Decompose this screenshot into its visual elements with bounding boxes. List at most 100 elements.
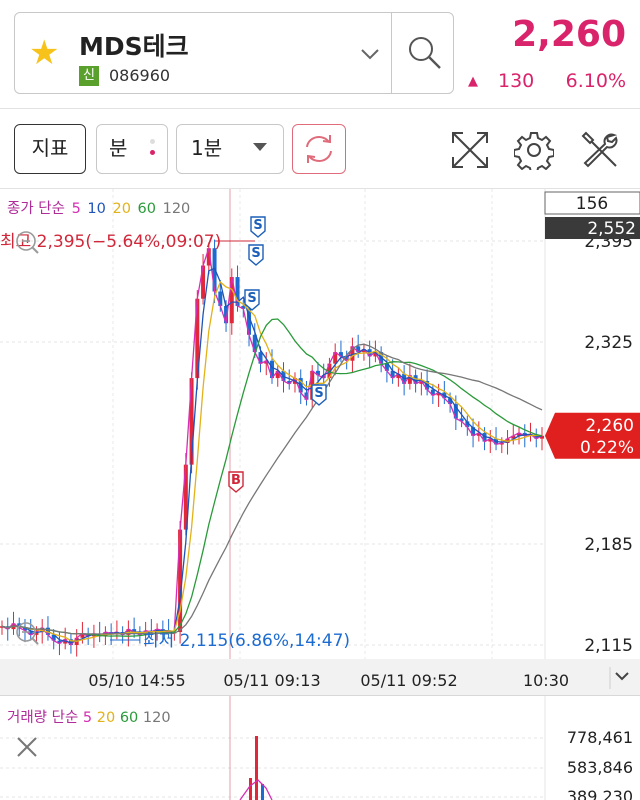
candle: [218, 291, 223, 306]
sell-marker: S: [250, 216, 266, 238]
candle: [275, 370, 280, 379]
ma-line-60: [1, 318, 543, 637]
candle: [361, 349, 366, 353]
volume-y-axis-label: 778,461: [567, 728, 633, 747]
current-price-tag: [545, 412, 640, 459]
candle: [517, 432, 522, 436]
price-chart[interactable]: SSSSB2,3952,3252,1852,1151562,5522,2600.…: [0, 189, 640, 695]
candle: [160, 629, 165, 631]
candle: [247, 308, 252, 335]
candle: [476, 432, 481, 436]
candle: [132, 629, 137, 633]
candle: [28, 630, 33, 635]
candle: [40, 627, 45, 633]
candle: [287, 380, 292, 384]
y-axis-label: 2,185: [584, 535, 633, 555]
zoom-icon-handle: [31, 246, 39, 254]
refresh-button[interactable]: [292, 124, 346, 174]
candle: [471, 427, 476, 436]
volume-legend-ma20: 20: [96, 710, 116, 726]
divider: [0, 108, 640, 109]
candle: [195, 298, 200, 379]
time-unit-button[interactable]: 분: [96, 124, 168, 174]
candle: [109, 632, 114, 634]
zoom-icon[interactable]: [16, 231, 36, 251]
candle: [189, 378, 194, 465]
candle: [436, 392, 441, 396]
candle: [488, 438, 493, 442]
candle: [511, 435, 516, 439]
candle: [373, 352, 378, 357]
listing-badge: 신: [79, 66, 99, 86]
expand-icon[interactable]: [450, 130, 490, 170]
candle: [350, 346, 355, 361]
tools-icon[interactable]: [580, 130, 620, 170]
candle: [57, 640, 62, 644]
more-dots-icon: [150, 139, 155, 161]
volume-chart-legend[interactable]: 거래량 단순 5 20 60 120: [7, 706, 171, 727]
favorite-star-icon[interactable]: ★: [29, 33, 60, 73]
dropdown-arrow-icon: [253, 143, 267, 151]
interval-label: 1분: [191, 136, 223, 160]
candle: [356, 346, 361, 353]
candle: [80, 633, 85, 638]
ma-line-5: [1, 247, 543, 646]
svg-text:S: S: [314, 386, 323, 401]
settings-icon[interactable]: [514, 130, 554, 170]
candle: [448, 398, 453, 405]
candle: [315, 370, 320, 376]
svg-text:B: B: [231, 473, 241, 488]
zoom-out-icon-handle: [31, 637, 39, 645]
candle: [407, 375, 412, 384]
ma-line-20: [1, 280, 542, 642]
legend-ma60: 60: [137, 201, 156, 217]
collapse-chevron-icon[interactable]: [615, 672, 629, 681]
volume-legend-ma5: 5: [82, 710, 93, 726]
y-axis-label: 2,115: [584, 636, 633, 656]
stock-name: MDS테크: [79, 32, 189, 61]
interval-select[interactable]: 1분: [176, 124, 284, 174]
zoom-out-icon[interactable]: [16, 622, 36, 642]
candle: [327, 363, 332, 379]
price-chart-legend[interactable]: 종가 단순 5 10 20 60 120: [7, 197, 192, 218]
candle: [333, 352, 338, 364]
volume-y-axis-label: 389,230: [567, 787, 633, 800]
candle: [241, 305, 246, 309]
candle: [419, 380, 424, 384]
candle: [258, 352, 263, 364]
candle: [270, 360, 274, 379]
svg-text:S: S: [253, 218, 262, 233]
volume-ma-line: [239, 779, 273, 800]
volume-legend-ma60: 60: [119, 710, 139, 726]
volume-bar: [261, 784, 264, 800]
candle: [34, 632, 39, 635]
candle: [499, 443, 504, 445]
high-annotation: 최고 2,395(−5.64%,09:07): [0, 232, 221, 252]
chevron-down-icon[interactable]: [355, 39, 385, 69]
close-icon-stroke: [17, 737, 37, 757]
price-change-percent: 6.10%: [565, 70, 626, 92]
candle: [453, 404, 458, 419]
search-button[interactable]: [391, 12, 455, 94]
buy-marker: B: [228, 471, 244, 493]
candle: [183, 464, 188, 530]
volume-chart[interactable]: 778,461 583,846 389,230: [0, 696, 640, 800]
indicator-button[interactable]: 지표: [14, 124, 86, 174]
candle: [396, 373, 401, 379]
volume-y-axis-label: 583,846: [567, 758, 633, 777]
volume-legend-ma120: 120: [142, 710, 171, 726]
x-axis-label: 10:30: [523, 671, 569, 690]
volume-bar: [255, 736, 258, 800]
candle: [178, 529, 183, 633]
candle: [384, 363, 389, 371]
current-price-tag-pct: 0.22%: [580, 438, 634, 458]
sell-marker: S: [248, 244, 264, 266]
up-arrow-icon: ▲: [468, 74, 478, 89]
candle: [540, 435, 544, 439]
candle: [0, 626, 4, 628]
divider: [0, 188, 640, 189]
volume-bar: [249, 778, 252, 800]
stock-selector[interactable]: ★ MDS테크 신 086960: [14, 12, 454, 94]
low-annotation: 최저 2,115(6.86%,14:47): [143, 631, 350, 651]
candle: [201, 265, 206, 299]
